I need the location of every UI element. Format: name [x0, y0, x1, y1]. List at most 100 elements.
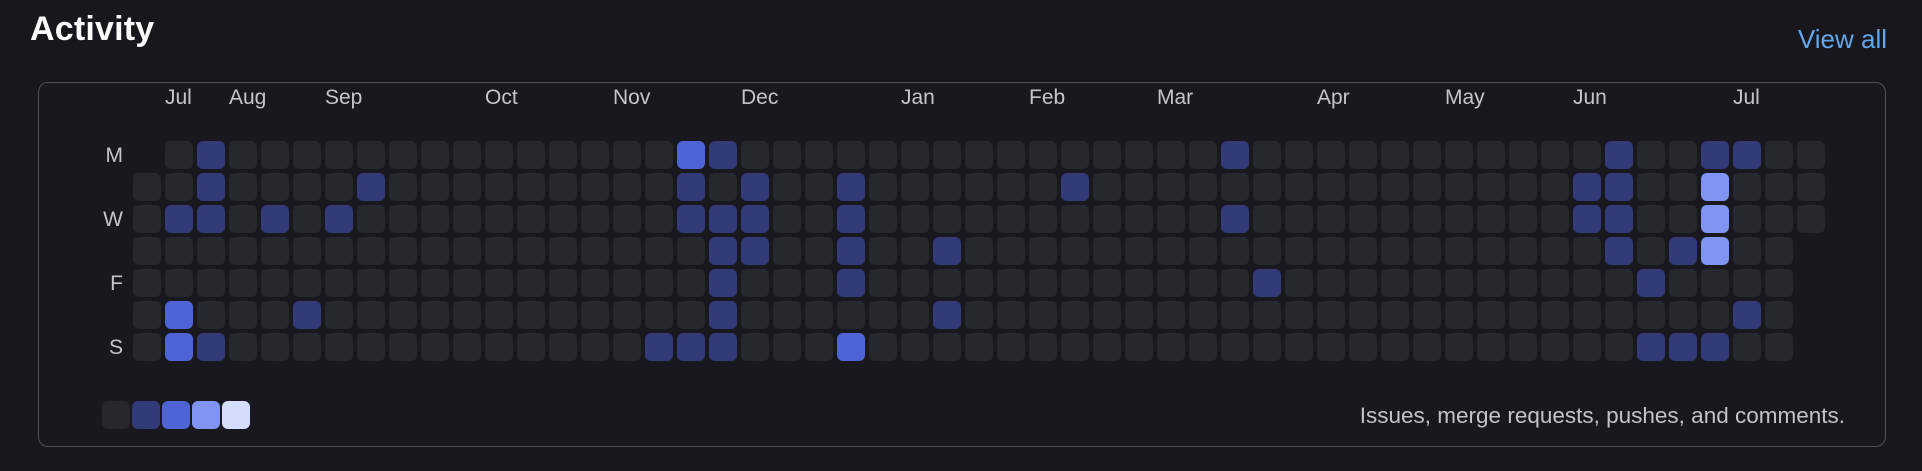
activity-cell[interactable] [1541, 173, 1569, 201]
activity-cell[interactable] [261, 269, 289, 297]
activity-cell[interactable] [773, 173, 801, 201]
activity-cell[interactable] [389, 173, 417, 201]
activity-cell[interactable] [357, 301, 385, 329]
activity-cell[interactable] [645, 269, 673, 297]
activity-cell[interactable] [1733, 237, 1761, 265]
activity-cell[interactable] [165, 237, 193, 265]
activity-cell[interactable] [389, 301, 417, 329]
activity-cell[interactable] [997, 301, 1025, 329]
activity-cell[interactable] [197, 173, 225, 201]
activity-cell[interactable] [197, 141, 225, 169]
activity-cell[interactable] [485, 269, 513, 297]
activity-cell[interactable] [773, 333, 801, 361]
activity-cell[interactable] [1541, 269, 1569, 297]
activity-cell[interactable] [1189, 301, 1217, 329]
activity-cell[interactable] [869, 205, 897, 233]
activity-cell[interactable] [357, 333, 385, 361]
activity-cell[interactable] [1701, 237, 1729, 265]
activity-cell[interactable] [805, 333, 833, 361]
activity-cell[interactable] [549, 269, 577, 297]
activity-cell[interactable] [1157, 301, 1185, 329]
activity-cell[interactable] [1637, 141, 1665, 169]
activity-cell[interactable] [805, 173, 833, 201]
activity-cell[interactable] [869, 141, 897, 169]
activity-cell[interactable] [1701, 141, 1729, 169]
activity-cell[interactable] [933, 173, 961, 201]
activity-cell[interactable] [1733, 141, 1761, 169]
activity-cell[interactable] [1541, 301, 1569, 329]
activity-cell[interactable] [1509, 269, 1537, 297]
activity-cell[interactable] [581, 173, 609, 201]
activity-cell[interactable] [1189, 141, 1217, 169]
activity-cell[interactable] [421, 301, 449, 329]
activity-cell[interactable] [933, 237, 961, 265]
activity-cell[interactable] [1381, 333, 1409, 361]
activity-cell[interactable] [1605, 205, 1633, 233]
activity-cell[interactable] [869, 237, 897, 265]
activity-cell[interactable] [1413, 269, 1441, 297]
view-all-link[interactable]: View all [1797, 24, 1887, 54]
activity-cell[interactable] [1509, 237, 1537, 265]
activity-cell[interactable] [229, 269, 257, 297]
activity-cell[interactable] [1413, 333, 1441, 361]
activity-cell[interactable] [581, 237, 609, 265]
activity-cell[interactable] [1061, 269, 1089, 297]
activity-cell[interactable] [453, 173, 481, 201]
activity-cell[interactable] [933, 205, 961, 233]
activity-cell[interactable] [741, 237, 769, 265]
activity-cell[interactable] [549, 141, 577, 169]
activity-cell[interactable] [1445, 333, 1473, 361]
activity-cell[interactable] [613, 237, 641, 265]
activity-cell[interactable] [1701, 333, 1729, 361]
activity-cell[interactable] [1637, 205, 1665, 233]
activity-cell[interactable] [1573, 173, 1601, 201]
activity-cell[interactable] [133, 301, 161, 329]
activity-cell[interactable] [1733, 173, 1761, 201]
activity-cell[interactable] [421, 141, 449, 169]
activity-cell[interactable] [645, 173, 673, 201]
activity-cell[interactable] [1061, 141, 1089, 169]
activity-cell[interactable] [1221, 269, 1249, 297]
activity-cell[interactable] [1125, 269, 1153, 297]
activity-cell[interactable] [421, 173, 449, 201]
activity-cell[interactable] [1797, 173, 1825, 201]
activity-cell[interactable] [1253, 141, 1281, 169]
activity-cell[interactable] [421, 333, 449, 361]
activity-cell[interactable] [997, 237, 1025, 265]
activity-cell[interactable] [1765, 205, 1793, 233]
activity-cell[interactable] [1381, 237, 1409, 265]
activity-cell[interactable] [517, 237, 545, 265]
activity-cell[interactable] [677, 333, 705, 361]
activity-cell[interactable] [709, 269, 737, 297]
activity-cell[interactable] [165, 301, 193, 329]
activity-cell[interactable] [421, 269, 449, 297]
activity-cell[interactable] [1285, 269, 1313, 297]
activity-cell[interactable] [261, 237, 289, 265]
activity-cell[interactable] [1413, 205, 1441, 233]
activity-cell[interactable] [229, 141, 257, 169]
activity-cell[interactable] [1317, 237, 1345, 265]
activity-cell[interactable] [581, 141, 609, 169]
activity-cell[interactable] [901, 141, 929, 169]
activity-cell[interactable] [1413, 237, 1441, 265]
activity-cell[interactable] [1029, 237, 1057, 265]
activity-cell[interactable] [1573, 269, 1601, 297]
activity-cell[interactable] [1637, 333, 1665, 361]
activity-cell[interactable] [1285, 173, 1313, 201]
activity-cell[interactable] [997, 269, 1025, 297]
activity-cell[interactable] [1541, 205, 1569, 233]
activity-cell[interactable] [1093, 301, 1121, 329]
activity-cell[interactable] [485, 173, 513, 201]
activity-cell[interactable] [1413, 141, 1441, 169]
activity-cell[interactable] [1797, 205, 1825, 233]
activity-cell[interactable] [901, 333, 929, 361]
activity-cell[interactable] [261, 333, 289, 361]
activity-cell[interactable] [1637, 173, 1665, 201]
activity-cell[interactable] [261, 301, 289, 329]
activity-cell[interactable] [773, 141, 801, 169]
activity-cell[interactable] [1477, 269, 1505, 297]
activity-cell[interactable] [1701, 301, 1729, 329]
activity-cell[interactable] [965, 301, 993, 329]
activity-cell[interactable] [1509, 141, 1537, 169]
activity-cell[interactable] [1701, 173, 1729, 201]
